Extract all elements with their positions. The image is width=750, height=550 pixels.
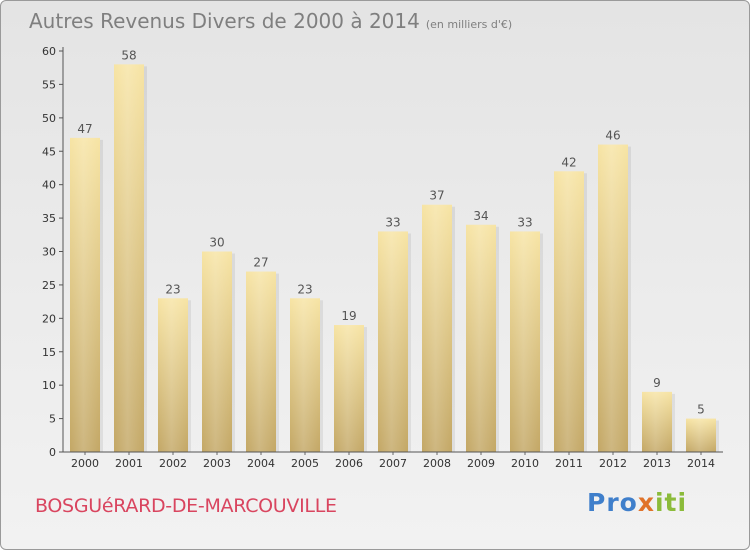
bar-highlight	[246, 271, 276, 452]
data-label-2014: 5	[697, 403, 705, 417]
data-label-2010: 33	[517, 215, 532, 229]
bar-highlight	[378, 231, 408, 452]
x-tick-label-2009: 2009	[467, 457, 495, 470]
data-label-2008: 37	[429, 189, 444, 203]
y-tick-label-25: 25	[42, 279, 56, 292]
bar-highlight	[290, 298, 320, 452]
x-tick-label-2000: 2000	[71, 457, 99, 470]
data-label-2009: 34	[473, 209, 488, 223]
bar-highlight	[510, 231, 540, 452]
bar-highlight	[158, 298, 188, 452]
y-tick-label-60: 60	[42, 45, 56, 58]
data-label-2003: 30	[209, 236, 224, 250]
bar-highlight	[466, 224, 496, 452]
x-tick-label-2014: 2014	[687, 457, 715, 470]
x-tick-label-2006: 2006	[335, 457, 363, 470]
bar-highlight	[70, 137, 100, 452]
bar-highlight	[686, 418, 716, 452]
x-tick-label-2012: 2012	[599, 457, 627, 470]
x-tick-label-2010: 2010	[511, 457, 539, 470]
chart-title: Autres Revenus Divers de 2000 à 2014 (en …	[29, 9, 512, 33]
x-tick-label-2003: 2003	[203, 457, 231, 470]
bar-highlight	[334, 325, 364, 452]
bar-highlight	[642, 391, 672, 452]
x-tick-label-2005: 2005	[291, 457, 319, 470]
y-tick-label-20: 20	[42, 312, 56, 325]
x-tick-label-2007: 2007	[379, 457, 407, 470]
chart-unit: (en milliers d'€)	[425, 18, 513, 31]
x-tick-label-2013: 2013	[643, 457, 671, 470]
y-tick-label-15: 15	[42, 346, 56, 359]
y-tick-label-45: 45	[42, 145, 56, 158]
data-label-2011: 42	[561, 155, 576, 169]
axes: 2000 2001 2002 2003 2004 2005 2006 2007 2008 2009…	[42, 45, 723, 470]
data-label-2012: 46	[605, 129, 620, 143]
y-tick-label-10: 10	[42, 379, 56, 392]
data-label-2002: 23	[165, 282, 180, 296]
data-label-2005: 23	[297, 282, 312, 296]
data-label-2013: 9	[653, 376, 661, 390]
commune-name: BOSGUéRARD-DE-MARCOUVILLE	[35, 495, 337, 517]
y-tick-label-50: 50	[42, 112, 56, 125]
bar-highlight	[202, 251, 232, 452]
data-label-2007: 33	[385, 215, 400, 229]
data-label-2006: 19	[341, 309, 356, 323]
proxiti-logo: Proxiti	[587, 488, 688, 517]
y-tick-label-55: 55	[42, 78, 56, 91]
x-tick-label-2002: 2002	[159, 457, 187, 470]
bar-highlight	[422, 204, 452, 452]
chart-title-text: Autres Revenus Divers de 2000 à 2014	[29, 9, 420, 33]
y-tick-label-5: 5	[49, 413, 56, 426]
x-tick-label-2008: 2008	[423, 457, 451, 470]
bar-series: 47 58 23 30 27 23 19 33 37 34 33 42 46 9 5	[70, 48, 719, 453]
data-label-2000: 47	[77, 122, 92, 136]
y-tick-label-35: 35	[42, 212, 56, 225]
data-label-2004: 27	[253, 256, 268, 270]
y-tick-label-0: 0	[49, 446, 56, 459]
bar-highlight	[598, 144, 628, 453]
x-tick-label-2004: 2004	[247, 457, 275, 470]
y-tick-label-40: 40	[42, 179, 56, 192]
data-label-2001: 58	[121, 48, 136, 62]
y-tick-label-30: 30	[42, 246, 56, 259]
x-tick-label-2001: 2001	[115, 457, 143, 470]
x-tick-label-2011: 2011	[555, 457, 583, 470]
bar-highlight	[114, 64, 144, 452]
bar-highlight	[554, 171, 584, 453]
